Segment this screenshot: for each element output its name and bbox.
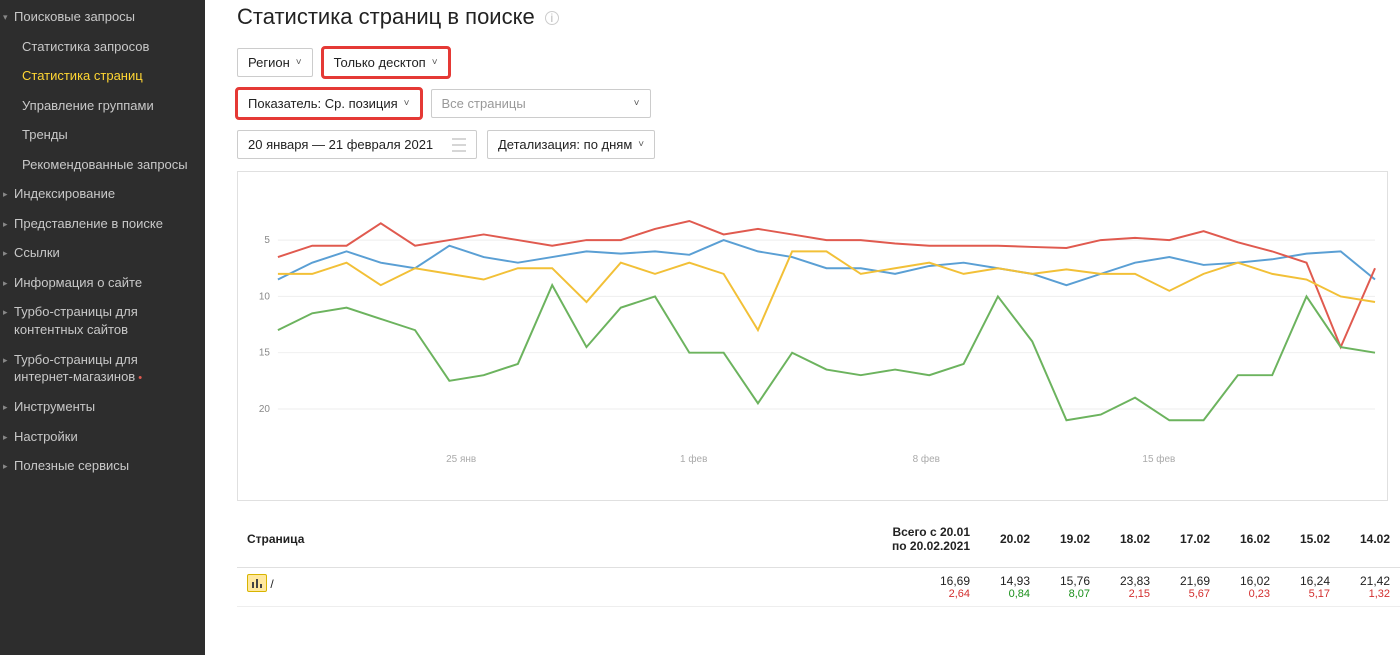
sidebar-subitem[interactable]: Статистика запросов	[0, 32, 205, 62]
cell-value: 14,930,84	[980, 568, 1040, 607]
filters-row-1: Регион ˅ Только десктоп ˅	[237, 48, 1400, 77]
sidebar-item[interactable]: Информация о сайте	[0, 268, 205, 298]
new-dot-icon: •	[138, 372, 142, 384]
col-date: 18.02	[1100, 511, 1160, 568]
region-select[interactable]: Регион ˅	[237, 48, 313, 77]
sidebar-subitem[interactable]: Тренды	[0, 120, 205, 150]
info-icon[interactable]: i	[545, 11, 559, 25]
pages-select[interactable]: Все страницы ˅	[431, 89, 651, 118]
sidebar-subitem[interactable]: Статистика страниц	[0, 61, 205, 91]
table-header-row: СтраницаВсего с 20.01 по 20.02.202120.02…	[237, 511, 1400, 568]
filters-row-2: Показатель: Ср. позиция ˅ Все страницы ˅	[237, 89, 1400, 118]
data-table-container: СтраницаВсего с 20.01 по 20.02.202120.02…	[237, 511, 1400, 607]
svg-text:15 фев: 15 фев	[1142, 454, 1175, 465]
cell-value: 15,768,07	[1040, 568, 1100, 607]
granularity-select[interactable]: Детализация: по дням ˅	[487, 130, 655, 159]
svg-text:5: 5	[264, 235, 270, 246]
metric-label: Показатель: Ср. позиция	[248, 96, 398, 111]
page-title-text: Статистика страниц в поиске	[237, 4, 535, 29]
chevron-down-icon: ˅	[638, 139, 644, 150]
col-date: 14.02	[1340, 511, 1400, 568]
svg-text:25 янв: 25 янв	[446, 454, 476, 465]
data-table: СтраницаВсего с 20.01 по 20.02.202120.02…	[237, 511, 1400, 607]
metric-select[interactable]: Показатель: Ср. позиция ˅	[237, 89, 421, 118]
sidebar-item[interactable]: Настройки	[0, 422, 205, 452]
col-page: Страница	[237, 511, 870, 568]
page-title: Статистика страниц в поиске i	[237, 4, 1400, 30]
sidebar-item[interactable]: Представление в поиске	[0, 209, 205, 239]
chart-container: 5 10 15 20 25 янв 1 фев 8 фев 15 фев	[237, 171, 1388, 501]
sidebar-item[interactable]: Индексирование	[0, 179, 205, 209]
sidebar-item[interactable]: Турбо-страницы для контентных сайтов	[0, 297, 205, 344]
cell-value: 16,692,64	[870, 568, 980, 607]
sidebar-subitem[interactable]: Рекомендованные запросы	[0, 150, 205, 180]
svg-text:1 фев: 1 фев	[680, 454, 707, 465]
device-label: Только десктоп	[334, 55, 426, 70]
cell-value: 21,421,32	[1340, 568, 1400, 607]
main-content: Статистика страниц в поиске i Регион ˅ Т…	[205, 0, 1400, 655]
sidebar-item[interactable]: Полезные сервисы	[0, 451, 205, 481]
col-date: 15.02	[1280, 511, 1340, 568]
cell-value: 21,695,67	[1160, 568, 1220, 607]
sidebar-subitem[interactable]: Управление группами	[0, 91, 205, 121]
region-label: Регион	[248, 55, 290, 70]
chart-icon[interactable]	[247, 574, 267, 592]
cell-value: 16,245,17	[1280, 568, 1340, 607]
date-range-select[interactable]: 20 января — 21 февраля 2021	[237, 130, 477, 159]
sidebar: Поисковые запросыСтатистика запросовСтат…	[0, 0, 205, 655]
col-date: 19.02	[1040, 511, 1100, 568]
line-chart: 5 10 15 20 25 янв 1 фев 8 фев 15 фев	[244, 178, 1381, 470]
date-range-label: 20 января — 21 февраля 2021	[248, 137, 433, 152]
page-path: /	[270, 577, 273, 591]
svg-text:10: 10	[259, 291, 271, 302]
pages-placeholder: Все страницы	[442, 96, 526, 111]
chevron-down-icon: ˅	[296, 57, 302, 68]
table-body: /16,692,6414,930,8415,768,0723,832,1521,…	[237, 568, 1400, 607]
chevron-down-icon: ˅	[634, 98, 640, 109]
granularity-label: Детализация: по дням	[498, 137, 632, 152]
col-date: 20.02	[980, 511, 1040, 568]
sidebar-item[interactable]: Инструменты	[0, 392, 205, 422]
cell-page: /	[237, 568, 870, 607]
sidebar-item[interactable]: Турбо-страницы для интернет-магазинов•	[0, 345, 205, 392]
sidebar-item[interactable]: Поисковые запросы	[0, 2, 205, 32]
device-select[interactable]: Только десктоп ˅	[323, 48, 449, 77]
svg-text:20: 20	[259, 404, 271, 415]
svg-text:15: 15	[259, 348, 271, 359]
chevron-down-icon: ˅	[432, 57, 438, 68]
filters-row-3: 20 января — 21 февраля 2021 Детализация:…	[237, 130, 1400, 159]
col-total: Всего с 20.01 по 20.02.2021	[870, 511, 980, 568]
table-row: /16,692,6414,930,8415,768,0723,832,1521,…	[237, 568, 1400, 607]
sidebar-item[interactable]: Ссылки	[0, 238, 205, 268]
calendar-icon	[452, 138, 466, 152]
col-date: 17.02	[1160, 511, 1220, 568]
cell-value: 16,020,23	[1220, 568, 1280, 607]
chevron-down-icon: ˅	[404, 98, 410, 109]
col-date: 16.02	[1220, 511, 1280, 568]
cell-value: 23,832,15	[1100, 568, 1160, 607]
svg-text:8 фев: 8 фев	[913, 454, 940, 465]
